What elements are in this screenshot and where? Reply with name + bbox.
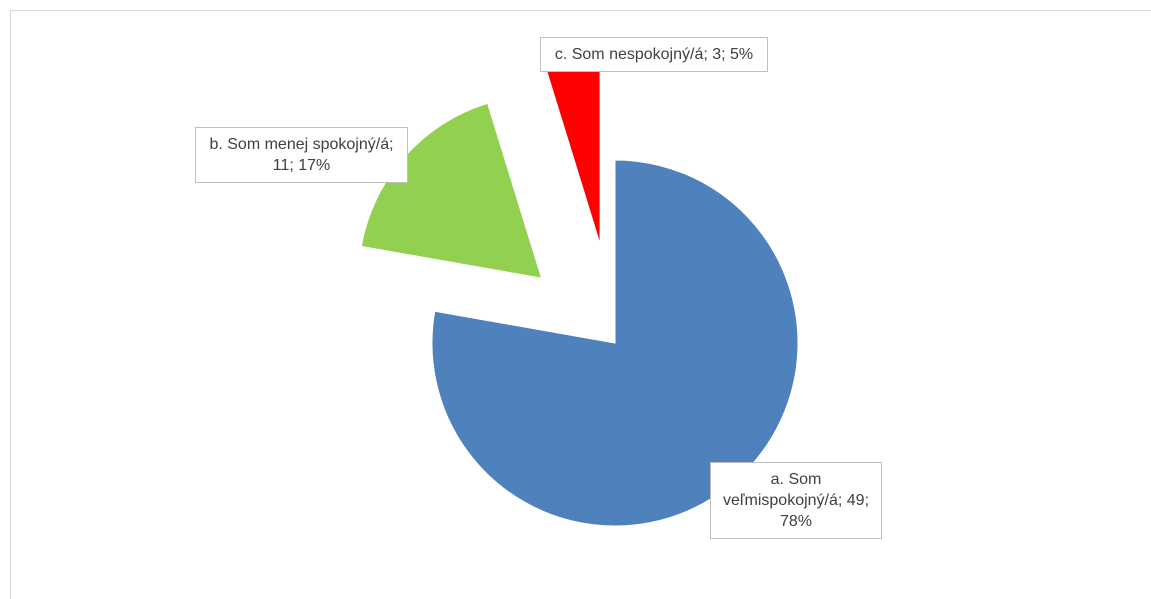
data-label: b. Som menej spokojný/á; 11; 17%: [195, 127, 408, 183]
data-label: c. Som nespokojný/á; 3; 5%: [540, 37, 768, 72]
data-label: a. Som veľmispokojný/á; 49; 78%: [710, 462, 882, 539]
